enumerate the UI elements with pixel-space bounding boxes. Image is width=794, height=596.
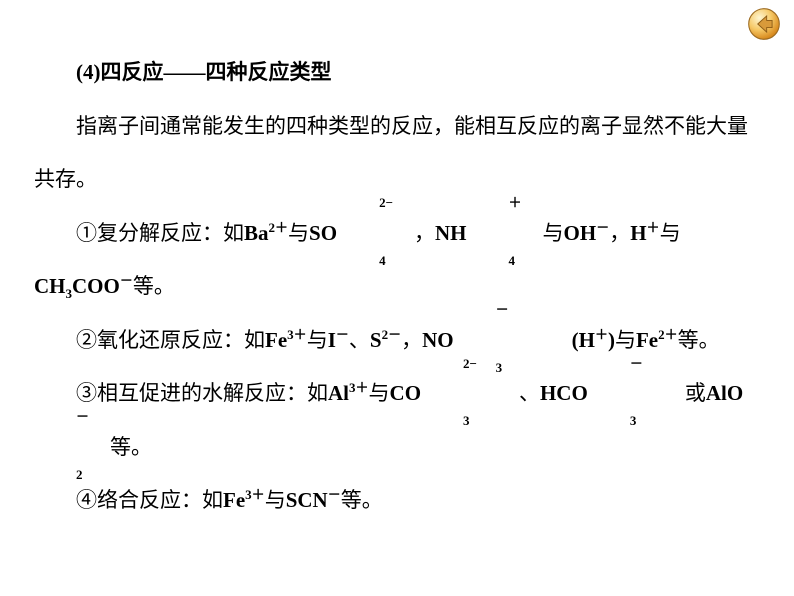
back-button[interactable] xyxy=(746,6,782,42)
document-body: (4)四反应——四种反应类型 指离子间通常能发生的四种类型的反应，能相互反应的离… xyxy=(34,46,754,528)
item-4: ④络合反应：如Fe3＋与SCN－等。 xyxy=(34,474,754,528)
heading-title: 四反应——四种反应类型 xyxy=(101,60,332,84)
item-2: ②氧化还原反应：如Fe3＋与I－、S2－，NO －－3 (H＋)与Fe2＋等。 xyxy=(34,314,754,368)
heading-number: (4) xyxy=(76,60,101,84)
back-arrow-icon xyxy=(746,6,782,42)
heading-line: (4)四反应——四种反应类型 xyxy=(34,46,754,100)
intro-paragraph: 指离子间通常能发生的四种类型的反应，能相互反应的离子显然不能大量共存。 xyxy=(34,100,754,207)
item-3: ③相互促进的水解反应：如Al3＋与CO 2−2−3 、HCO －－3 或AlO－… xyxy=(34,367,754,474)
item-1: ①复分解反应：如Ba2＋与SO2−2−4 ，NH＋＋4 与OH－，H＋与CH3C… xyxy=(34,207,754,314)
